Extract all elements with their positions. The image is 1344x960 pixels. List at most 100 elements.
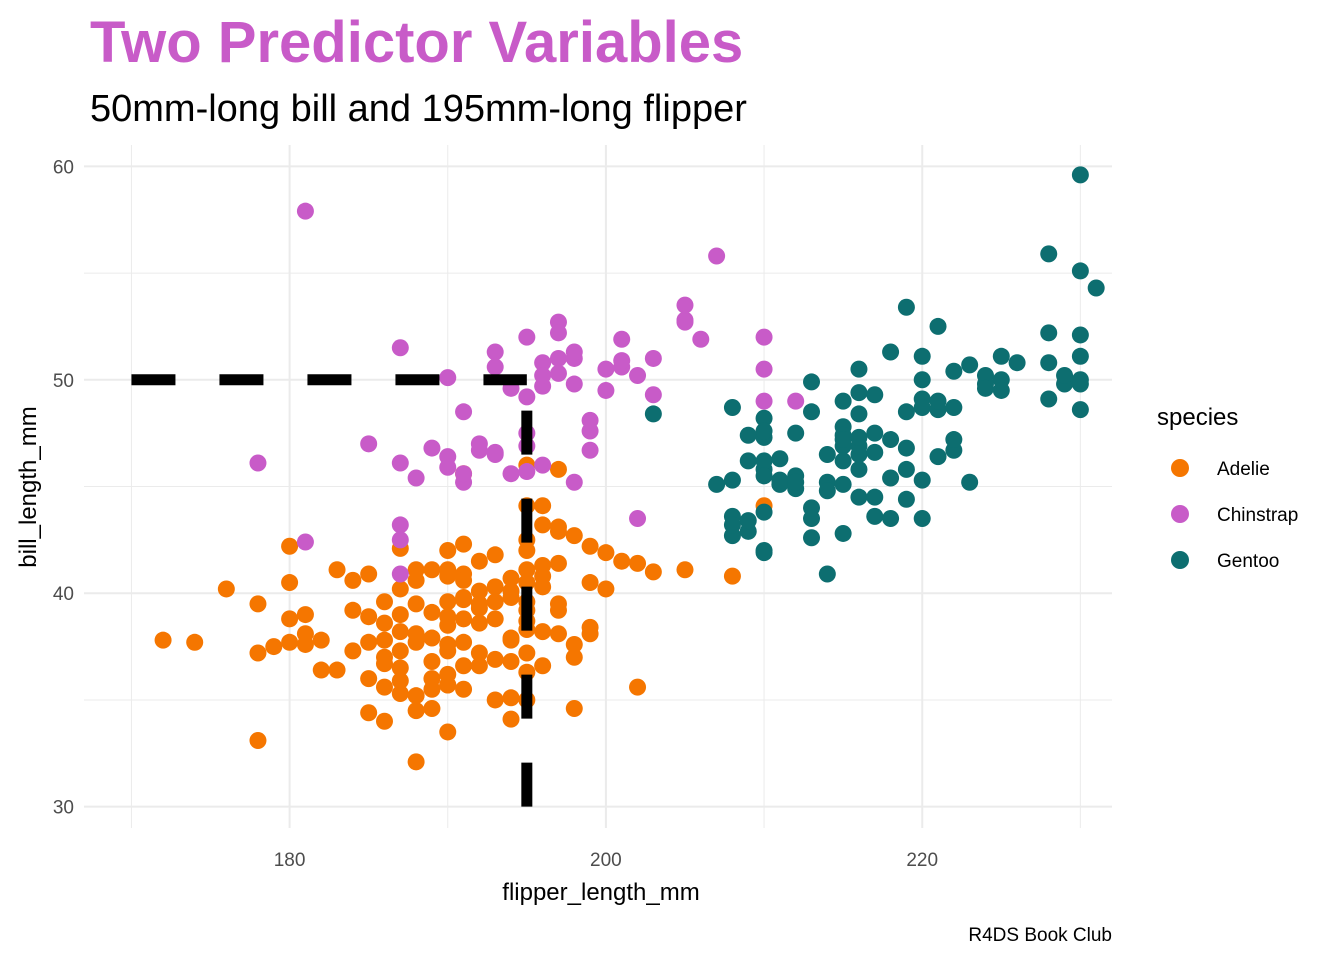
data-point: [391, 580, 409, 598]
data-point: [375, 614, 393, 632]
data-point: [739, 426, 757, 444]
data-point: [439, 593, 457, 611]
data-point: [423, 561, 441, 579]
data-point: [629, 554, 647, 572]
data-point: [945, 431, 963, 449]
legend-label-gentoo: Gentoo: [1217, 551, 1279, 572]
data-point: [249, 644, 267, 662]
data-point: [961, 356, 979, 374]
data-point: [723, 516, 741, 534]
data-point: [502, 569, 520, 587]
data-point: [976, 367, 994, 385]
data-point: [486, 343, 504, 361]
minor-gridlines: [84, 145, 1112, 828]
data-point: [470, 435, 488, 453]
data-point: [818, 482, 836, 500]
data-point: [866, 443, 884, 461]
data-point: [629, 678, 647, 696]
data-point: [296, 606, 314, 624]
data-point: [534, 657, 552, 675]
data-point: [486, 445, 504, 463]
data-point: [866, 424, 884, 442]
data-point: [565, 648, 583, 666]
data-point: [502, 653, 520, 671]
data-point: [423, 653, 441, 671]
reference-lines: [131, 374, 533, 807]
data-point: [470, 582, 488, 600]
data-point: [644, 563, 662, 581]
data-point: [502, 689, 520, 707]
data-point: [897, 298, 915, 316]
data-point: [882, 469, 900, 487]
data-point: [360, 435, 378, 453]
data-point: [470, 657, 488, 675]
data-point: [882, 343, 900, 361]
series-gentoo: [644, 166, 1105, 583]
data-point: [186, 633, 204, 651]
data-point: [882, 431, 900, 449]
data-point: [565, 527, 583, 545]
data-point: [407, 753, 425, 771]
data-point: [597, 360, 615, 378]
data-point: [1071, 401, 1089, 419]
data-point: [739, 512, 757, 530]
data-point: [723, 567, 741, 585]
data-point: [739, 452, 757, 470]
data-point: [470, 644, 488, 662]
data-point: [755, 328, 773, 346]
data-point: [755, 452, 773, 470]
data-point: [360, 704, 378, 722]
data-point: [708, 247, 726, 265]
data-point: [755, 422, 773, 440]
data-point: [217, 580, 235, 598]
data-point: [502, 588, 520, 606]
y-tick-label: 60: [53, 157, 74, 178]
y-axis-title: bill_length_mm: [15, 406, 42, 567]
data-point: [581, 537, 599, 555]
data-point: [644, 386, 662, 404]
data-point: [1071, 347, 1089, 365]
data-point: [534, 354, 552, 372]
data-point: [455, 680, 473, 698]
data-point: [470, 595, 488, 613]
data-point: [1071, 262, 1089, 280]
data-point: [755, 467, 773, 485]
x-tick-label: 220: [906, 850, 938, 871]
data-point: [755, 503, 773, 521]
data-point: [391, 531, 409, 549]
data-point: [518, 388, 536, 406]
data-point: [834, 392, 852, 410]
x-tick-label: 200: [590, 850, 622, 871]
y-tick-label: 50: [53, 371, 74, 392]
data-point: [486, 650, 504, 668]
data-point: [439, 676, 457, 694]
data-point: [629, 367, 647, 385]
data-point: [486, 610, 504, 628]
data-point: [407, 571, 425, 589]
data-point: [249, 731, 267, 749]
data-point: [866, 386, 884, 404]
series-adelie: [154, 456, 773, 771]
data-point: [439, 542, 457, 560]
data-point: [249, 595, 267, 613]
data-point: [723, 399, 741, 417]
data-point: [834, 431, 852, 449]
data-point: [834, 452, 852, 470]
y-axis-ticks: 30 40 50 60: [53, 157, 74, 818]
data-point: [549, 460, 567, 478]
data-point: [439, 369, 457, 387]
legend-label-chinstrap: Chinstrap: [1217, 505, 1298, 526]
data-point: [360, 670, 378, 688]
data-point: [613, 352, 631, 370]
data-point: [850, 360, 868, 378]
data-point: [929, 392, 947, 410]
data-point: [1087, 279, 1105, 297]
data-point: [992, 381, 1010, 399]
data-point: [597, 580, 615, 598]
data-point: [1071, 371, 1089, 389]
data-point: [375, 712, 393, 730]
data-point: [439, 642, 457, 660]
data-point: [486, 578, 504, 596]
data-point: [581, 618, 599, 636]
data-point: [708, 475, 726, 493]
